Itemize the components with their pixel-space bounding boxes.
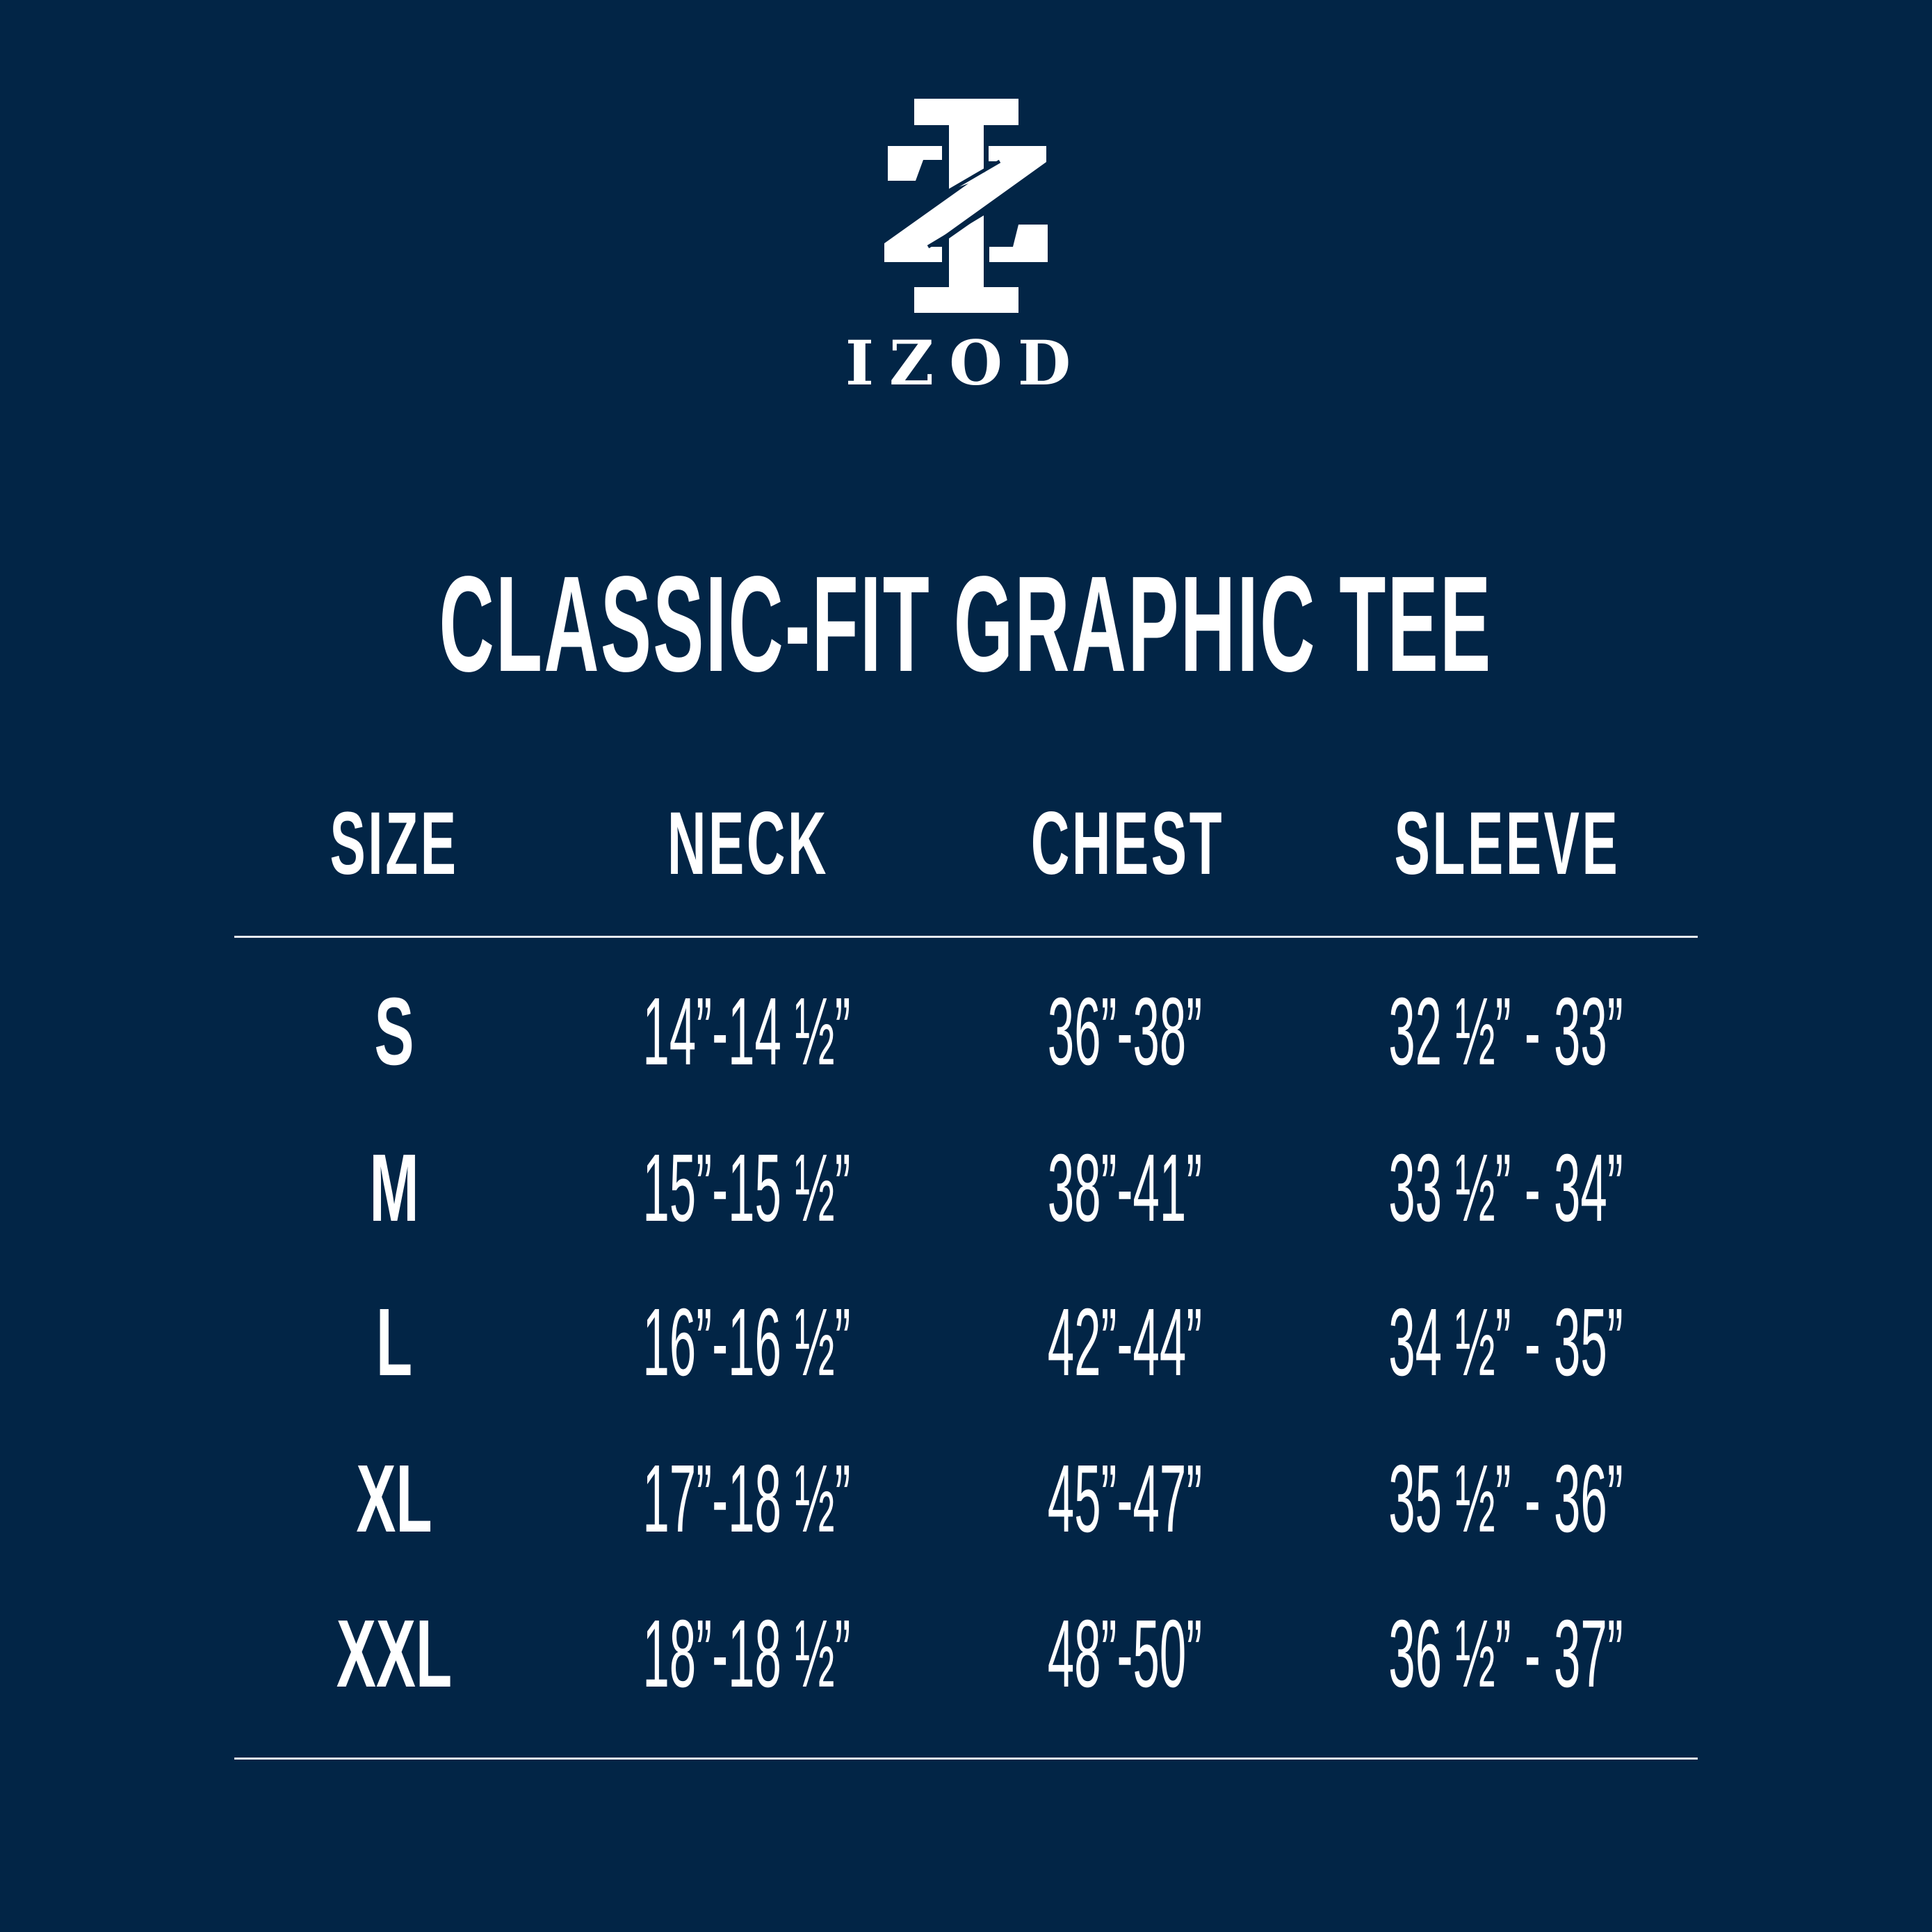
header-sleeve: SLEEVE [1394, 794, 1621, 893]
header-neck: NECK [667, 794, 829, 893]
cell-neck: 18”-18 ½” [642, 1600, 851, 1707]
cell-size: M [369, 1135, 419, 1242]
cell-chest: 42”-44” [1047, 1289, 1203, 1396]
cell-size: L [375, 1289, 413, 1396]
table-top-divider [234, 936, 1698, 938]
table-bottom-divider [234, 1758, 1698, 1760]
cell-neck: 14”-14 ½” [642, 978, 851, 1085]
cell-chest: 45”-47” [1047, 1445, 1203, 1552]
cell-sleeve: 33 ½” - 34” [1388, 1135, 1623, 1242]
brand-wordmark: IZOD [845, 327, 1087, 399]
header-chest: CHEST [1030, 794, 1225, 893]
cell-neck: 16”-16 ½” [642, 1289, 851, 1396]
cell-chest: 36”-38” [1047, 978, 1203, 1085]
cell-neck: 17”-18 ½” [642, 1445, 851, 1552]
cell-neck: 15”-15 ½” [642, 1135, 851, 1242]
page-title: CLASSIC-FIT GRAPHIC TEE [439, 548, 1493, 700]
izod-monogram-icon [884, 99, 1048, 313]
cell-size: S [374, 978, 414, 1085]
header-size: SIZE [330, 794, 459, 893]
cell-size: XXL [336, 1600, 453, 1707]
cell-sleeve: 32 ½” - 33” [1388, 978, 1623, 1085]
cell-chest: 38”-41” [1047, 1135, 1203, 1242]
cell-size: XL [356, 1445, 432, 1552]
cell-sleeve: 34 ½” - 35” [1388, 1289, 1623, 1396]
cell-sleeve: 36 ½” - 37” [1388, 1600, 1623, 1707]
cell-chest: 48”-50” [1047, 1600, 1203, 1707]
cell-sleeve: 35 ½” - 36” [1388, 1445, 1623, 1552]
